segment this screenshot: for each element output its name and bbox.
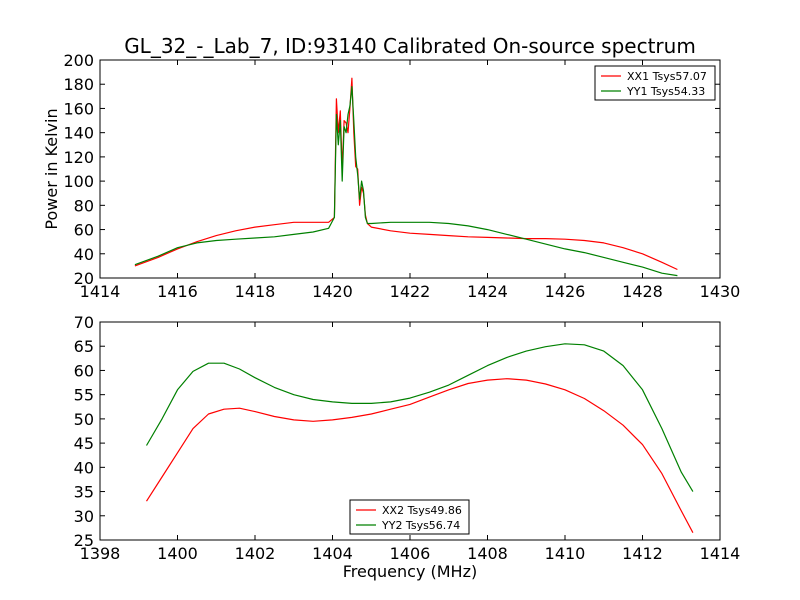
y-tick-label: 140: [63, 124, 94, 143]
y-tick-label: 120: [63, 148, 94, 167]
legend-box: [594, 65, 716, 101]
legend-label: YY1 Tsys54.33: [626, 85, 705, 98]
y-tick-label: 45: [74, 434, 94, 453]
x-tick-label: 1418: [235, 282, 276, 301]
y-axis-label: Power in Kelvin: [42, 108, 61, 229]
x-tick-label: 1424: [467, 282, 508, 301]
y-tick-label: 65: [74, 337, 94, 356]
x-tick-label: 1414: [80, 282, 121, 301]
legend: XX2 Tsys49.86 YY2 Tsys56.74: [349, 499, 470, 535]
y-tick-label: 60: [74, 221, 94, 240]
x-tick-label: 1404: [312, 544, 353, 563]
x-tick-label: 1410: [545, 544, 586, 563]
x-axis-label: Frequency (MHz): [343, 562, 477, 581]
y-tick-label: 25: [74, 531, 94, 550]
x-tick-label: 1402: [235, 544, 276, 563]
legend: XX1 Tsys57.07 YY1 Tsys54.33: [594, 65, 716, 101]
y-tick-label: 100: [63, 172, 94, 191]
x-tick-label: 1406: [390, 544, 431, 563]
y-tick-label: 40: [74, 245, 94, 264]
x-tick-label: 1416: [157, 282, 198, 301]
y-tick-label: 40: [74, 458, 94, 477]
y-tick-label: 20: [74, 269, 94, 288]
series-line-yy2: [145, 343, 694, 492]
x-tick-label: 1398: [80, 544, 121, 563]
y-tick-label: 55: [74, 386, 94, 405]
x-tick-label: 1412: [622, 544, 663, 563]
series-line-xx2: [145, 378, 694, 533]
series-line-yy1: [134, 85, 678, 277]
x-tick-label: 1426: [545, 282, 586, 301]
legend-label: XX2 Tsys49.86: [382, 504, 462, 517]
chart-title: GL_32_-_Lab_7, ID:93140 Calibrated On-so…: [124, 34, 696, 58]
x-tick-label: 1428: [622, 282, 663, 301]
x-tick-label: 1420: [312, 282, 353, 301]
x-tick-label: 1422: [390, 282, 431, 301]
legend-label: YY2 Tsys56.74: [381, 519, 460, 532]
y-tick-label: 200: [63, 51, 94, 70]
x-tick-label: 1400: [157, 544, 198, 563]
y-tick-label: 80: [74, 196, 94, 215]
x-tick-label: 1414: [700, 544, 741, 563]
legend-label: XX1 Tsys57.07: [627, 70, 707, 83]
x-tick-label: 1430: [700, 282, 741, 301]
top-panel: 1414 1416 1418 1420 1422 1424 1426 1428 1430 20 40…: [63, 51, 740, 301]
y-tick-label: 180: [63, 75, 94, 94]
y-tick-label: 35: [74, 483, 94, 502]
x-tick-label: 1408: [467, 544, 508, 563]
y-tick-label: 160: [63, 99, 94, 118]
y-tick-label: 30: [74, 507, 94, 526]
y-tick-label: 70: [74, 313, 94, 332]
legend-box: [349, 499, 470, 535]
y-tick-label: 50: [74, 410, 94, 429]
bottom-panel: 1398 1400 1402 1404 1406 1408 1410 1412 1414 25 30…: [74, 313, 741, 563]
y-tick-label: 60: [74, 361, 94, 380]
